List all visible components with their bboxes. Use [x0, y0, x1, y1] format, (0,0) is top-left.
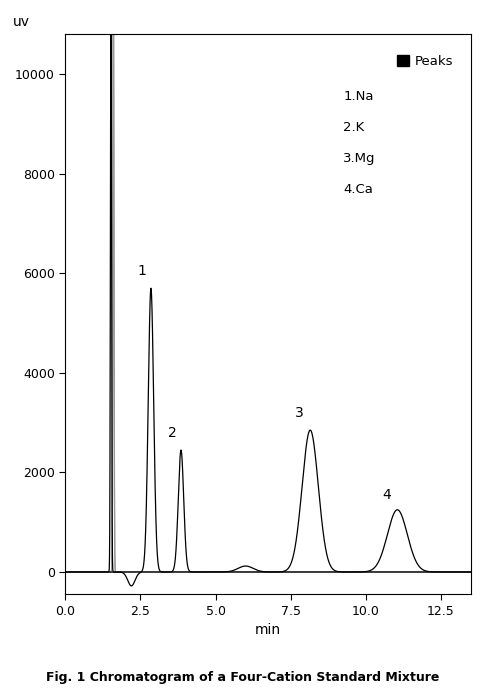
Text: Fig. 1 Chromatogram of a Four-Cation Standard Mixture: Fig. 1 Chromatogram of a Four-Cation Sta…: [46, 670, 440, 684]
Text: uv: uv: [13, 15, 30, 28]
Text: 1: 1: [138, 264, 146, 278]
Text: 1.Na: 1.Na: [343, 90, 374, 103]
Legend: Peaks: Peaks: [392, 49, 458, 73]
Text: 4.Ca: 4.Ca: [343, 183, 373, 196]
X-axis label: min: min: [255, 623, 281, 637]
Text: 2.K: 2.K: [343, 121, 364, 134]
Text: 3: 3: [295, 406, 304, 420]
Text: 4: 4: [382, 489, 391, 502]
Text: 3.Mg: 3.Mg: [343, 152, 376, 165]
Text: 2: 2: [168, 426, 176, 440]
